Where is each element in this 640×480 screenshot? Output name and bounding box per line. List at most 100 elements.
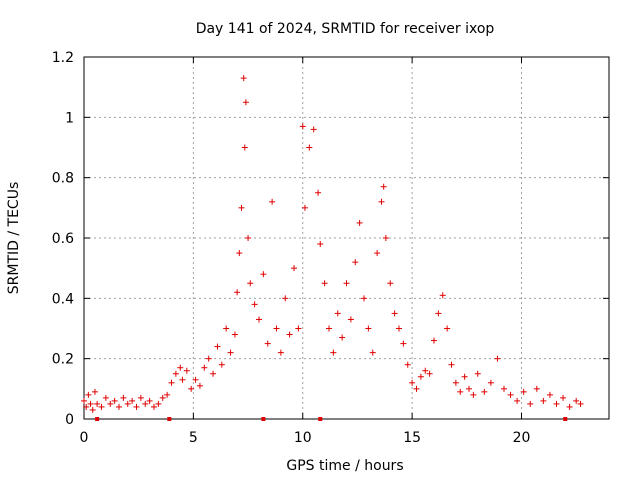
y-tick-label: 1.2 [52, 50, 74, 66]
zero-marker [167, 417, 172, 421]
data-point [330, 349, 337, 356]
data-point [396, 325, 402, 332]
data-point [352, 259, 359, 266]
data-point [124, 400, 131, 407]
data-point [317, 241, 324, 248]
data-point [146, 397, 153, 404]
data-point [277, 349, 284, 356]
tick-layer: 0 0.2 0.4 0.6 0.8 1 1.2 0 5 10 15 20 [52, 50, 609, 446]
y-tick-label: 0.4 [52, 291, 74, 307]
data-point [391, 310, 398, 317]
data-point [242, 99, 249, 106]
data-point [448, 361, 455, 368]
y-tick-label: 0 [65, 412, 74, 428]
data-point [566, 403, 573, 410]
data-point [218, 361, 225, 368]
data-point [343, 280, 350, 287]
data-point [553, 400, 560, 407]
data-point [151, 403, 157, 410]
data-point [111, 397, 118, 404]
data-point [291, 265, 297, 272]
data-point [159, 394, 166, 401]
data-point [83, 403, 90, 410]
data-point [306, 144, 313, 151]
data-point [223, 325, 230, 332]
point-layer [81, 75, 584, 421]
data-point [116, 403, 122, 410]
data-point [188, 385, 195, 392]
data-point [107, 400, 114, 407]
x-tick-label: 0 [80, 430, 89, 446]
data-point [81, 397, 87, 404]
data-point [334, 310, 341, 317]
data-point [546, 391, 553, 398]
data-point [374, 250, 381, 257]
data-point [251, 301, 258, 308]
data-point [361, 295, 367, 302]
data-point [326, 325, 332, 332]
data-point [431, 337, 437, 344]
data-point [85, 391, 92, 398]
data-point [238, 204, 245, 211]
x-tick-label: 15 [403, 430, 421, 446]
data-point [435, 310, 442, 317]
data-point [133, 403, 140, 410]
y-tick-label: 0.2 [52, 352, 74, 368]
data-point [120, 394, 127, 401]
data-point [347, 316, 354, 323]
data-point [413, 385, 420, 392]
data-point [142, 400, 149, 407]
data-point [573, 397, 580, 404]
data-point [205, 355, 212, 362]
data-point [240, 75, 247, 82]
data-point [507, 391, 514, 398]
data-point [439, 292, 446, 299]
data-point [89, 406, 96, 413]
data-point [245, 235, 252, 241]
data-point [231, 331, 238, 338]
data-point [137, 394, 144, 401]
data-point [196, 382, 203, 389]
data-point [179, 376, 186, 383]
data-point [487, 379, 494, 386]
y-axis-label: SRMTID / TECUs [6, 182, 22, 295]
data-point [236, 250, 243, 257]
x-axis-label: GPS time / hours [286, 458, 403, 474]
data-point [533, 385, 540, 392]
data-point [168, 379, 175, 386]
data-point [369, 349, 376, 356]
y-tick-label: 0.8 [52, 171, 74, 187]
data-point [577, 400, 584, 407]
data-point [501, 385, 507, 392]
data-point [520, 388, 527, 395]
data-point [417, 373, 424, 380]
data-point [382, 235, 389, 241]
data-point [470, 391, 477, 398]
data-point [214, 343, 221, 350]
data-point [177, 364, 184, 371]
data-point [282, 295, 289, 302]
data-point [310, 126, 317, 133]
data-point [192, 376, 199, 383]
zero-marker [95, 417, 100, 421]
data-point [201, 364, 208, 371]
data-point [87, 400, 94, 407]
data-point [422, 367, 429, 374]
data-point [315, 189, 322, 196]
chart-title: Day 141 of 2024, SRMTID for receiver ixo… [196, 21, 495, 37]
zero-marker [563, 417, 568, 421]
data-point [466, 385, 472, 392]
data-point [273, 325, 280, 332]
data-point [560, 394, 567, 401]
data-point [301, 204, 308, 211]
data-point [409, 379, 416, 386]
y-tick-label: 1 [65, 110, 74, 126]
grid-layer [84, 57, 609, 419]
data-point [227, 349, 234, 356]
data-point [91, 388, 98, 395]
data-point [241, 144, 248, 151]
x-tick-label: 10 [294, 430, 312, 446]
data-point [461, 373, 468, 380]
x-tick-label: 5 [189, 430, 198, 446]
